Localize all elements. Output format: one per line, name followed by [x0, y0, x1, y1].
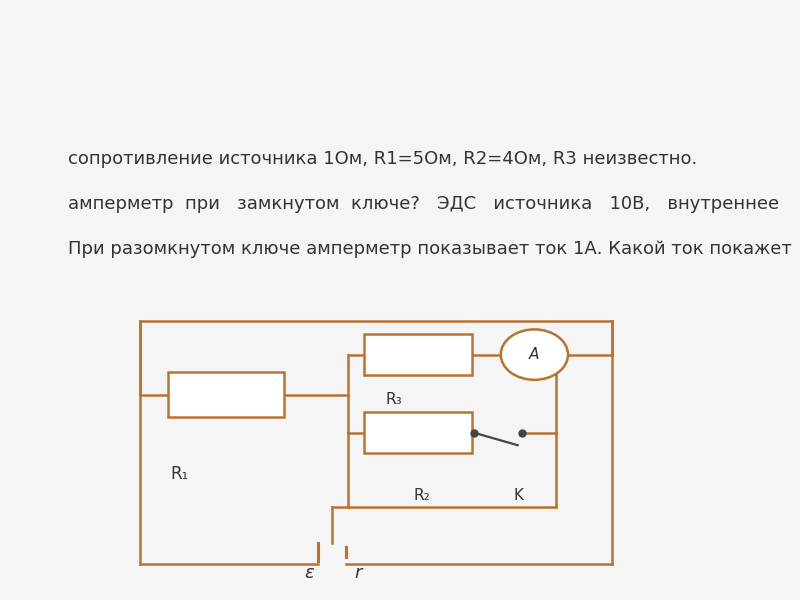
Circle shape [501, 329, 568, 380]
Text: амперметр  при   замкнутом  ключе?   ЭДС   источника   10В,   внутреннее: амперметр при замкнутом ключе? ЭДС источ… [68, 195, 779, 213]
Text: K: K [514, 487, 523, 503]
Bar [364, 334, 472, 375]
Text: R₁: R₁ [171, 465, 189, 483]
Text: При разомкнутом ключе амперметр показывает ток 1А. Какой ток покажет: При разомкнутом ключе амперметр показыва… [68, 240, 792, 258]
Text: A: A [530, 347, 539, 362]
Text: R₂: R₂ [414, 487, 430, 503]
Bar [168, 372, 284, 417]
Text: сопротивление источника 1Ом, R1=5Ом, R2=4Ом, R3 неизвестно.: сопротивление источника 1Ом, R1=5Ом, R2=… [68, 150, 698, 168]
Text: ε: ε [305, 564, 314, 582]
Text: r: r [354, 564, 362, 582]
Text: R₃: R₃ [386, 391, 402, 407]
Bar [364, 412, 472, 453]
